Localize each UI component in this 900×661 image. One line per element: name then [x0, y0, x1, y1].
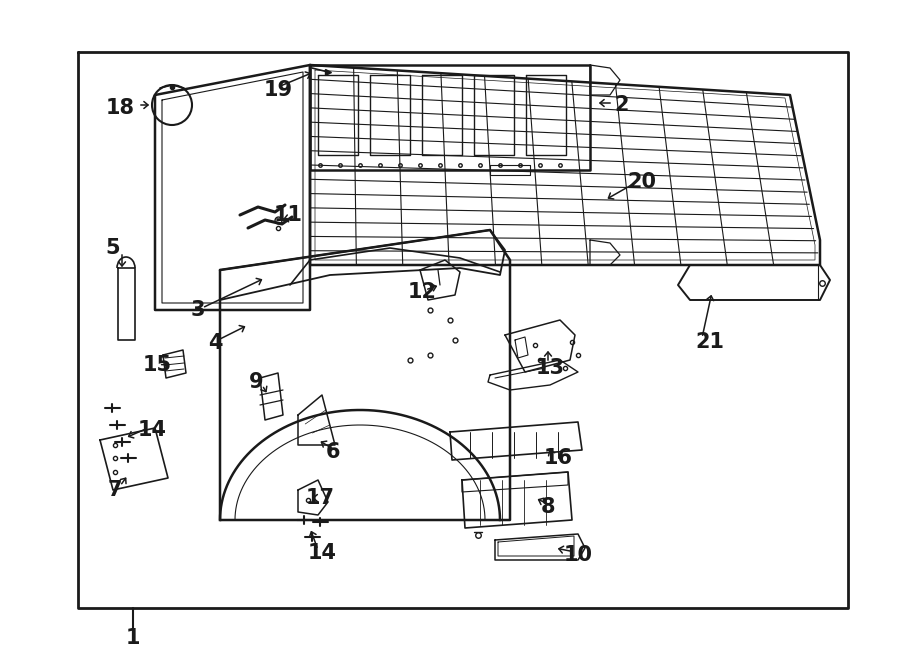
Text: 9: 9 — [248, 372, 264, 392]
Text: 4: 4 — [208, 333, 222, 353]
Text: 13: 13 — [536, 358, 564, 378]
Text: 17: 17 — [305, 488, 335, 508]
Text: 7: 7 — [108, 480, 122, 500]
Text: 14: 14 — [308, 543, 337, 563]
Text: 5: 5 — [105, 238, 121, 258]
Text: 12: 12 — [408, 282, 436, 302]
Text: 2: 2 — [615, 95, 629, 115]
Text: 16: 16 — [544, 448, 572, 468]
Text: 11: 11 — [274, 205, 302, 225]
Text: 3: 3 — [191, 300, 205, 320]
Text: 18: 18 — [105, 98, 134, 118]
Text: 15: 15 — [142, 355, 172, 375]
Text: 19: 19 — [264, 80, 292, 100]
Text: 6: 6 — [326, 442, 340, 462]
Text: 14: 14 — [138, 420, 166, 440]
Text: 1: 1 — [126, 628, 140, 648]
Text: 8: 8 — [541, 497, 555, 517]
Text: 20: 20 — [627, 172, 656, 192]
Text: 10: 10 — [563, 545, 592, 565]
Text: 21: 21 — [696, 332, 725, 352]
